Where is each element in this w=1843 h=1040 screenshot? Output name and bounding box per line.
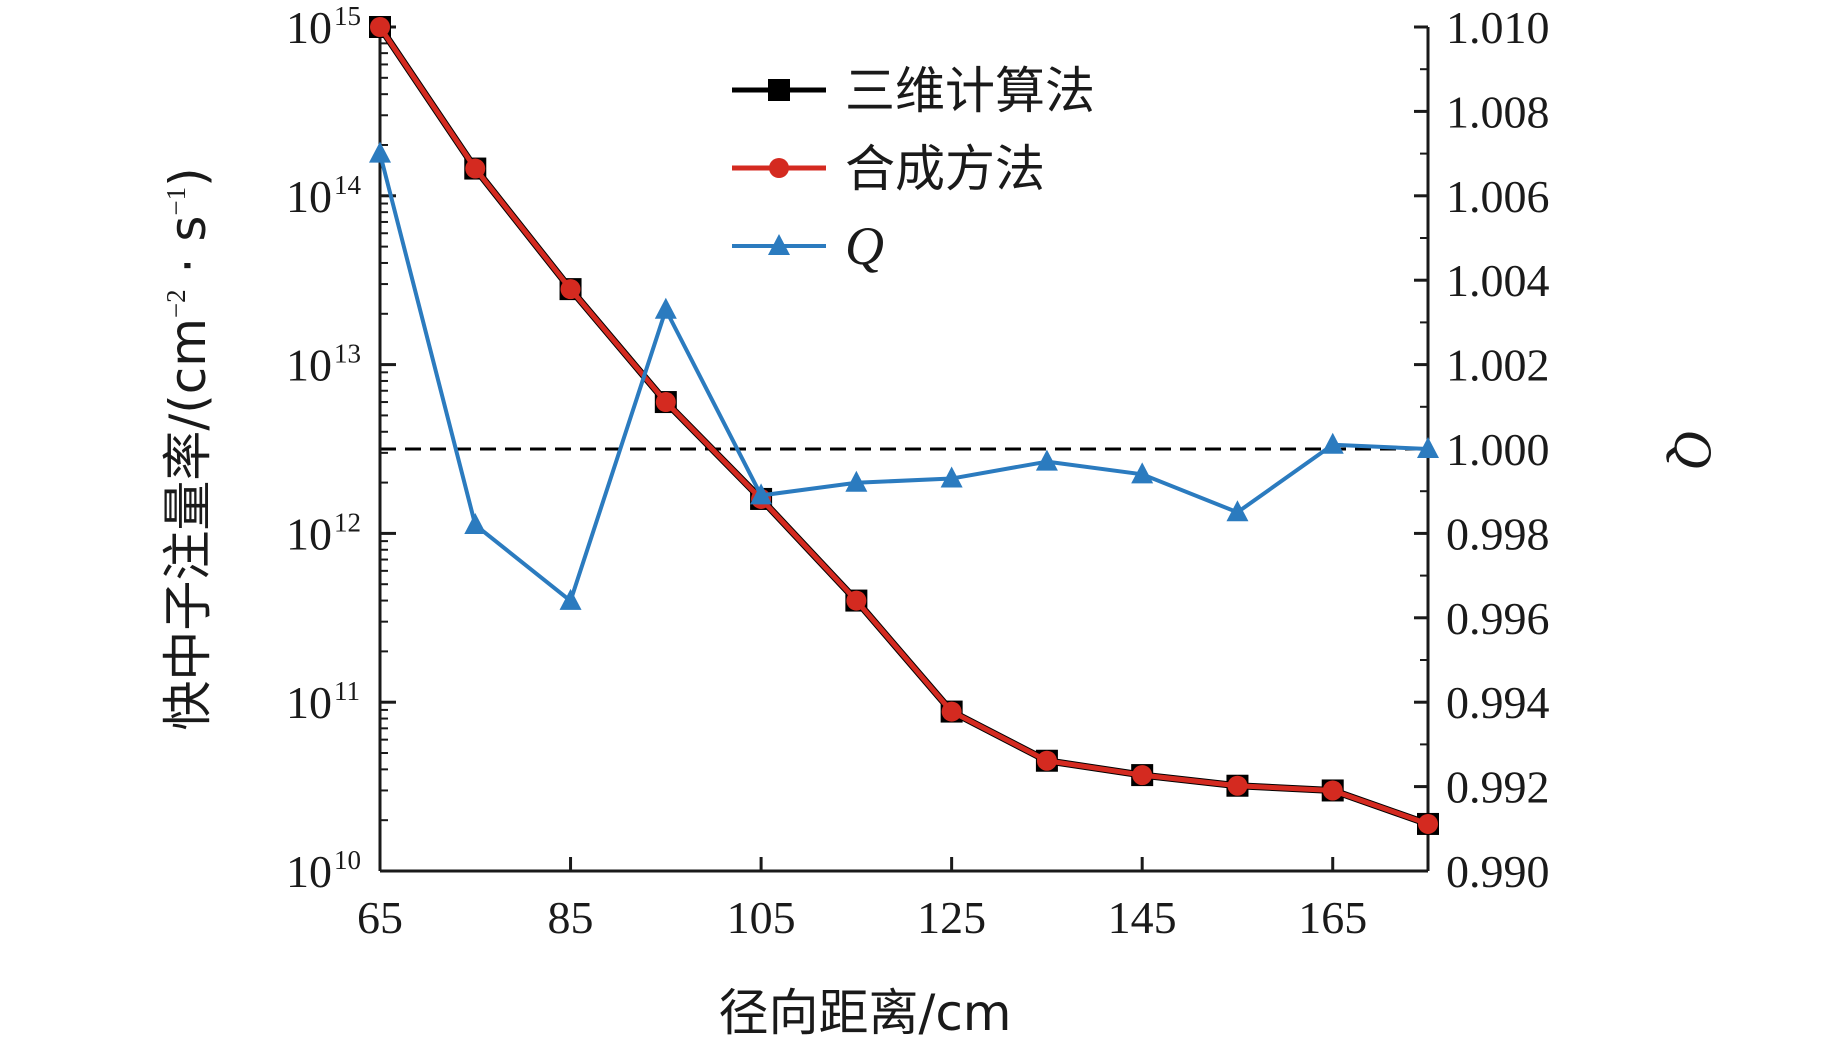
left-tick-exponent: 10 [334, 845, 361, 875]
data-point-circle [655, 392, 676, 413]
right-tick-label: 1.000 [1446, 424, 1550, 475]
left-tick-exponent: 14 [334, 170, 362, 200]
data-point-circle [1036, 750, 1057, 771]
data-point-triangle [1417, 437, 1439, 458]
series-line-circle [377, 25, 1429, 827]
x-tick-label: 165 [1298, 892, 1367, 943]
legend-marker-triangle [768, 234, 790, 255]
data-point-circle [1132, 765, 1153, 786]
svg-text:Q: Q [1663, 430, 1723, 469]
series-line-triangle [378, 153, 1429, 603]
left-axis-label-sup2: −1 [161, 187, 191, 216]
x-tick-label: 105 [727, 892, 796, 943]
left-tick-label: 10 [286, 340, 332, 391]
x-tick-label: 65 [357, 892, 403, 943]
legend-entry-triangle: Q [732, 216, 884, 276]
axis-labels: 径向距离/cm 快中子注量率/(cm−2 · s−1) Q [159, 167, 1723, 1040]
data-point-circle [941, 701, 962, 722]
left-tick-exponent: 13 [334, 339, 361, 369]
data-point-triangle [464, 512, 487, 534]
right-tick-label: 0.992 [1446, 762, 1550, 813]
data-point-triangle [940, 466, 963, 488]
x-tick-label: 125 [917, 892, 986, 943]
right-tick-label: 1.002 [1446, 340, 1550, 391]
legend-entry-circle: 合成方法 [732, 140, 1045, 198]
right-tick-label: 1.004 [1446, 255, 1550, 306]
legend-label: 三维计算法 [845, 62, 1095, 120]
legend-marker-square [768, 79, 790, 101]
left-axis-label-mid: · s [159, 216, 217, 290]
left-tick-exponent: 11 [334, 676, 360, 706]
left-axis-label-end: ) [159, 167, 217, 187]
data-point-triangle [369, 141, 391, 163]
legend-label: Q [845, 216, 884, 276]
right-tick-label: 0.996 [1446, 593, 1550, 644]
series-triangle [369, 141, 1439, 610]
left-tick-label: 10 [286, 171, 332, 222]
left-tick-label: 10 [286, 677, 332, 728]
right-tick-label: 0.994 [1446, 677, 1550, 728]
data-point-triangle [1131, 462, 1154, 484]
right-tick-label: 1.008 [1446, 86, 1550, 137]
data-point-triangle [654, 297, 677, 319]
right-tick-label: 0.998 [1446, 508, 1550, 559]
legend-marker-circle [769, 158, 789, 178]
right-tick-label: 1.006 [1446, 171, 1550, 222]
legend-entry-square: 三维计算法 [732, 62, 1095, 120]
series [369, 16, 1439, 835]
left-tick-exponent: 12 [334, 507, 361, 537]
x-tick-label: 85 [548, 892, 594, 943]
x-tick-label: 145 [1108, 892, 1177, 943]
data-point-circle [1227, 775, 1248, 796]
left-tick-label: 10 [286, 846, 332, 897]
left-axis-label: 快中子注量率/(cm−2 · s−1) [159, 167, 217, 730]
x-axis-label: 径向距离/cm [718, 984, 1011, 1040]
data-point-circle [465, 158, 486, 179]
left-tick-label: 10 [286, 2, 332, 53]
right-axis-label: Q [1663, 430, 1723, 469]
data-point-circle [370, 17, 390, 37]
left-axis-label-main: 快中子注量率/(cm [159, 318, 217, 731]
left-tick-exponent: 15 [334, 1, 361, 31]
data-point-circle [1322, 780, 1343, 801]
data-point-circle [846, 590, 867, 611]
data-point-circle [560, 279, 581, 300]
series-circle [370, 17, 1438, 834]
series-square [369, 16, 1439, 835]
data-point-triangle [750, 483, 773, 505]
right-tick-label: 0.990 [1446, 846, 1550, 897]
svg-text:快中子注量率/(cm−2 · s−1): 快中子注量率/(cm−2 · s−1) [159, 167, 217, 730]
data-point-triangle [845, 470, 868, 492]
data-point-triangle [559, 588, 582, 610]
left-axis-label-sup1: −2 [161, 289, 191, 318]
data-point-circle [1418, 813, 1438, 834]
left-tick-label: 10 [286, 508, 332, 559]
data-point-triangle [1226, 500, 1249, 522]
data-point-triangle [1035, 449, 1058, 471]
data-point-triangle [1321, 432, 1344, 454]
legend-label: 合成方法 [845, 140, 1045, 198]
right-tick-label: 1.010 [1446, 2, 1550, 53]
